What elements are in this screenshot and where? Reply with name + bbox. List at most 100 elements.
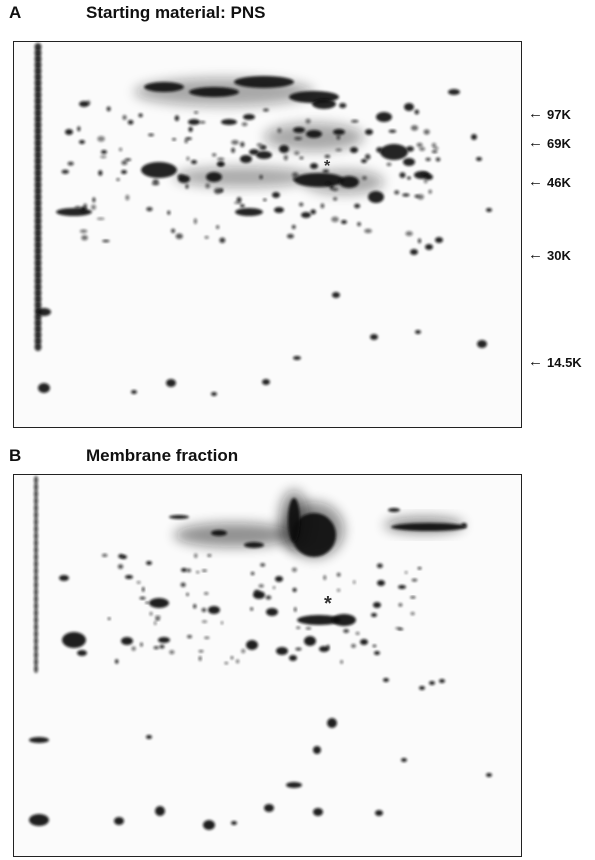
protein-spot [188, 126, 193, 132]
marker-69k: ← 69K [528, 135, 571, 151]
protein-spot [38, 383, 50, 393]
protein-spot [476, 157, 482, 161]
protein-spot [293, 607, 297, 612]
protein-spot [34, 175, 42, 183]
protein-spot [198, 656, 202, 661]
protein-spot [313, 808, 323, 816]
protein-spot [361, 159, 367, 163]
protein-spot [417, 238, 422, 244]
protein-spot [211, 392, 217, 396]
protein-spot [34, 235, 42, 243]
protein-spot [206, 172, 222, 182]
protein-spot [217, 157, 225, 161]
protein-spot [258, 584, 264, 588]
protein-spot [305, 627, 312, 630]
protein-spot [322, 169, 329, 173]
protein-spot [34, 199, 42, 207]
protein-spot [264, 804, 274, 812]
protein-spot [402, 193, 410, 197]
protein-spot [235, 659, 240, 664]
protein-spot [256, 143, 263, 147]
gel-image-membrane: * [13, 474, 522, 857]
protein-spot [431, 150, 438, 154]
protein-spot [121, 637, 133, 645]
protein-spot [188, 119, 200, 125]
panel-b-letter: B [9, 446, 22, 465]
protein-spot [324, 154, 331, 158]
protein-spot [423, 129, 430, 135]
protein-spot [34, 283, 42, 291]
protein-spot [331, 216, 339, 223]
protein-spot [231, 821, 237, 825]
protein-spot [241, 648, 246, 654]
protein-spot [352, 580, 356, 584]
protein-spot [435, 237, 443, 243]
protein-spot [376, 146, 383, 153]
protein-spot [34, 602, 38, 610]
marker-label: 14.5K [547, 354, 582, 370]
protein-spot [34, 553, 38, 561]
protein-spot [180, 582, 186, 587]
protein-spot [34, 217, 42, 225]
protein-spot [265, 595, 272, 600]
marker-14-5k: ← 14.5K [528, 354, 582, 370]
protein-spot [140, 642, 143, 647]
protein-spot [166, 379, 176, 387]
protein-spot [186, 592, 189, 596]
protein-spot [101, 553, 108, 557]
marker-label: 97K [547, 106, 571, 122]
protein-spot [34, 630, 38, 638]
protein-spot [357, 222, 361, 227]
protein-spot [191, 160, 197, 164]
protein-spot [274, 207, 284, 213]
protein-spot [144, 82, 184, 92]
protein-spot [204, 235, 209, 239]
protein-spot [170, 228, 176, 234]
protein-spot [404, 571, 408, 574]
protein-spot [416, 142, 423, 148]
protein-spot [375, 810, 383, 816]
protein-spot [186, 568, 192, 573]
protein-spot [149, 611, 153, 616]
protein-spot [174, 523, 294, 547]
protein-spot [34, 588, 38, 596]
protein-spot [34, 187, 42, 195]
protein-spot [118, 147, 123, 152]
protein-spot [122, 114, 127, 120]
panel-a-letter: A [9, 3, 22, 22]
protein-spot [253, 589, 260, 595]
protein-spot [34, 325, 42, 333]
protein-spot [288, 498, 300, 542]
protein-spot [139, 596, 146, 600]
protein-spot [332, 614, 356, 626]
protein-spot [34, 525, 38, 533]
protein-spot [148, 133, 154, 137]
protein-spot [61, 169, 69, 174]
protein-spot [277, 128, 282, 134]
protein-spot [124, 158, 132, 162]
protein-spot [332, 292, 340, 298]
protein-spot [169, 515, 189, 519]
protein-spot [377, 580, 385, 586]
protein-spot [34, 91, 42, 99]
protein-spot [292, 172, 299, 178]
protein-spot [435, 157, 441, 162]
protein-spot [419, 686, 425, 690]
protein-spot [406, 145, 415, 152]
protein-spot [59, 575, 69, 581]
protein-spot [241, 122, 248, 127]
protein-spot [323, 575, 327, 581]
protein-spot [34, 169, 42, 177]
protein-spot [263, 108, 269, 112]
protein-spot [127, 119, 134, 125]
protein-spot [204, 636, 210, 639]
protein-spot [145, 601, 149, 604]
protein-spot [34, 193, 42, 201]
protein-spot [423, 178, 428, 184]
protein-spot [272, 192, 280, 198]
protein-spot [329, 183, 334, 190]
gel-spots-membrane [29, 476, 492, 830]
protein-spot [34, 97, 42, 105]
protein-spot [343, 629, 350, 634]
protein-spot [292, 513, 336, 557]
